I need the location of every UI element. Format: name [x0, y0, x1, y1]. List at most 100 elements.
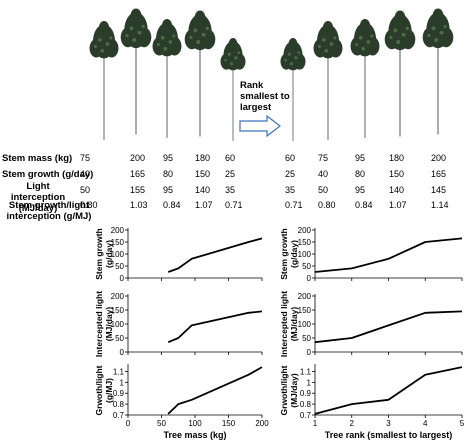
- chart-panel-left-bot: 0.7 0.8 0.9 1 1.1 0 50 100 150 200 Grwoth/light(g/…: [94, 364, 269, 440]
- y-tick-label: 0.8: [113, 400, 125, 409]
- table-cell-right: 165: [431, 169, 447, 179]
- y-tick-label: 1.1: [113, 367, 125, 376]
- y-tick-label: 200: [111, 226, 125, 235]
- tree-left-2: [120, 7, 152, 136]
- y-axis-title: Intercepted light(MJ/day): [94, 291, 114, 357]
- table-row-label: Stem growth (g/day): [2, 169, 94, 180]
- table-cell-left: 140: [195, 185, 211, 195]
- x-tick-label: 1: [313, 419, 318, 428]
- y-axis-title-line: Intercepted light: [94, 291, 104, 357]
- x-tick-label: 100: [188, 419, 202, 428]
- table-row-label: Light interception (MJ/day): [10, 181, 66, 214]
- series-line: [314, 237, 463, 273]
- y-axis-title-line: (MJ/day): [289, 373, 299, 408]
- table-cell-left: 155: [130, 185, 146, 195]
- y-axis-title: Grwoth/light(g/MJ): [94, 365, 114, 415]
- y-axis-title-line: (MJ/day): [289, 307, 299, 342]
- table-cell-left: 180: [195, 153, 211, 163]
- y-axis-title-line: (g/day): [104, 240, 114, 268]
- table-cell-right: 0.84: [355, 200, 373, 210]
- y-tick-label: 100: [298, 320, 312, 329]
- y-axis-title: Stem growth(g/day): [94, 228, 114, 279]
- table-row-label: Stem growth/light interception (g/MJ): [6, 200, 92, 222]
- y-axis-title-line: Intercepted light: [279, 291, 289, 357]
- table-cell-left: 40: [80, 169, 91, 179]
- x-tick-label: 4: [423, 419, 428, 428]
- tree-right-2: [313, 20, 343, 141]
- y-axis-title-line: (g/day): [289, 240, 299, 268]
- table-cell-right: 50: [318, 185, 329, 195]
- table-cell-right: 200: [431, 153, 447, 163]
- tree-right-4: [384, 9, 416, 138]
- x-axis-title: Tree mass (kg): [163, 430, 226, 440]
- table-cell-right: 0.71: [285, 200, 303, 210]
- table-cell-right: 60: [285, 153, 296, 163]
- tree-left-3: [152, 18, 182, 139]
- y-tick-label: 0: [307, 348, 312, 357]
- table-cell-right: 140: [389, 185, 405, 195]
- x-axis-title: Tree rank (smallest to largest): [325, 430, 453, 440]
- table-cell-right: 35: [285, 185, 296, 195]
- rank-arrow: [239, 114, 281, 138]
- table-cell-left: 25: [225, 169, 236, 179]
- y-tick-label: 200: [298, 226, 312, 235]
- table-cell-left: 95: [163, 185, 174, 195]
- x-tick-label: 0: [126, 419, 131, 428]
- table-cell-left: 200: [130, 153, 146, 163]
- series-line: [167, 237, 263, 273]
- y-tick-label: 100: [111, 320, 125, 329]
- series-line: [167, 366, 263, 415]
- y-tick-label: 0: [120, 274, 125, 283]
- y-axis-title-line: Grwoth/light: [94, 365, 104, 415]
- series-line: [314, 310, 463, 344]
- table-row-label: Stem mass (kg): [2, 153, 73, 164]
- y-tick-label: 0.7: [300, 411, 312, 420]
- table-cell-left: 1.03: [130, 200, 148, 210]
- y-tick-label: 150: [111, 238, 125, 247]
- y-tick-label: 0.8: [300, 400, 312, 409]
- trees-right-group: [280, 7, 454, 141]
- table-cell-right: 75: [318, 153, 329, 163]
- y-tick-label: 50: [302, 262, 311, 271]
- table-cell-right: 95: [355, 153, 366, 163]
- table-cell-left: 35: [225, 185, 236, 195]
- table-cell-left: 150: [195, 169, 211, 179]
- table-cell-right: 1.07: [389, 200, 407, 210]
- y-tick-label: 200: [298, 292, 312, 301]
- y-axis-title-line: (MJ/day): [104, 307, 114, 342]
- y-axis-title-line: Stem growth: [279, 228, 289, 279]
- y-tick-label: 150: [111, 306, 125, 315]
- y-tick-label: 0.7: [113, 411, 125, 420]
- y-axis-title: Grwoth/light(MJ/day): [279, 365, 299, 415]
- table-cell-left: 0.80: [80, 200, 98, 210]
- y-tick-label: 50: [115, 262, 124, 271]
- table-cell-left: 80: [163, 169, 174, 179]
- y-tick-label: 0.9: [300, 389, 312, 398]
- tree-left-1: [89, 20, 119, 141]
- table-cell-right: 150: [389, 169, 405, 179]
- tree-right-5: [422, 7, 454, 136]
- table-cell-left: 165: [130, 169, 146, 179]
- table-cell-right: 95: [355, 185, 366, 195]
- chart-panel-right-bot: 0.7 0.8 0.9 1 1.1 1 2 3 4 5 Grwoth/light(MJ/day) Tr…: [279, 364, 465, 440]
- tree-left-4: [184, 9, 216, 138]
- series-line: [167, 310, 263, 344]
- tree-right-3: [350, 18, 380, 139]
- x-tick-label: 200: [255, 419, 269, 428]
- y-axis-title: Intercepted light(MJ/day): [279, 291, 299, 357]
- trees-left-group: [89, 7, 246, 141]
- y-tick-label: 50: [115, 334, 124, 343]
- y-tick-label: 0: [307, 274, 312, 283]
- y-tick-label: 150: [298, 238, 312, 247]
- y-axis-title: Stem growth(g/day): [279, 228, 299, 279]
- table-cell-right: 25: [285, 169, 296, 179]
- x-tick-label: 50: [157, 419, 166, 428]
- x-tick-label: 2: [350, 419, 355, 428]
- y-tick-label: 200: [111, 292, 125, 301]
- table-cell-right: 40: [318, 169, 329, 179]
